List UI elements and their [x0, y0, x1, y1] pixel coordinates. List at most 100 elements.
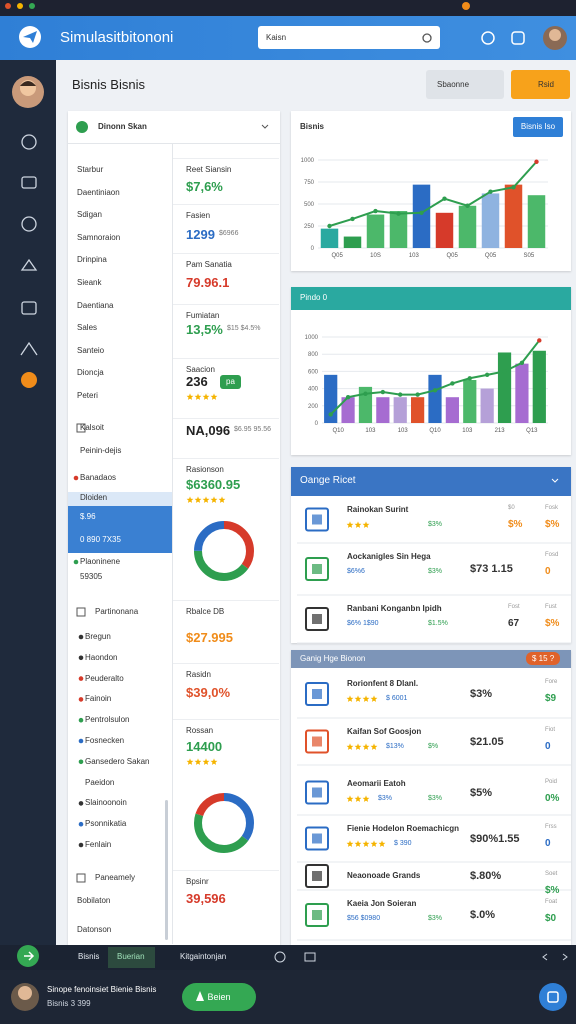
- menu-item: Daentiniaon: [77, 187, 120, 197]
- list-item: Peinin-dejis: [80, 446, 122, 455]
- stat-value: 39,596: [186, 891, 226, 906]
- list-header[interactable]: [291, 467, 571, 496]
- row-title: Rainokan Surint: [347, 505, 409, 514]
- menu-item: Peteri: [77, 391, 98, 400]
- chart-header: [291, 287, 571, 310]
- list-card: [291, 650, 571, 945]
- list-item: $.96: [80, 512, 96, 521]
- stat-label: Bpsinr: [186, 877, 209, 886]
- stat-value: NA,096: [186, 423, 231, 438]
- stat-value: 79.96.1: [186, 275, 230, 290]
- stat-value: 13,5%: [186, 322, 223, 337]
- list-item: Banadaos: [80, 473, 117, 482]
- button[interactable]: [426, 70, 504, 99]
- stat-value: 1299: [186, 227, 215, 242]
- menu-item: Sales: [77, 323, 98, 333]
- row-sub: $ 6001: [386, 695, 408, 702]
- row-sub: $3%: [378, 795, 393, 802]
- button[interactable]: [511, 70, 570, 99]
- stat-value: $7,6%: [186, 179, 223, 194]
- stat-sub: $6.95 95.56: [234, 426, 271, 433]
- row-sub: $ 390: [394, 840, 412, 847]
- row-sub: $13%: [386, 743, 404, 750]
- row-stat-label: $0: [508, 505, 515, 511]
- divider: [173, 204, 279, 205]
- tab: Kitgaintonjan: [180, 952, 227, 961]
- search-box[interactable]: [258, 26, 440, 49]
- divider: [173, 304, 279, 305]
- row-stat-label: Fust: [545, 604, 557, 610]
- list-item: Kalsoit: [80, 423, 105, 432]
- footer: [0, 970, 576, 1024]
- left-panel-title: Dinonn Skan: [98, 122, 147, 131]
- row-title: Fienie Hodelon Roemachicgn: [347, 824, 460, 833]
- row-stat-label: Fost: [508, 604, 520, 610]
- row-stat: 0: [545, 741, 551, 752]
- bottom-bar: [0, 945, 576, 970]
- row-title: Aeomarii Eatoh: [347, 779, 406, 788]
- chart-button[interactable]: Bisnis Iso: [513, 117, 563, 137]
- row-title: Aockanigles Sin Hega: [347, 552, 431, 561]
- row-stat: $%: [508, 519, 523, 530]
- stat-value: $27.995: [186, 630, 233, 645]
- list-item: Bobilaton: [77, 896, 111, 905]
- row-stat: $%: [545, 618, 560, 629]
- list-item: Fosnecken: [85, 736, 125, 745]
- row-amount: $90%1.55: [470, 832, 520, 845]
- list-item: Bregun: [85, 632, 111, 641]
- row-stat: $9: [545, 693, 557, 704]
- list-title: Ganig Hge Bionon: [300, 654, 366, 663]
- chart-title: Bisnis: [300, 122, 325, 131]
- list-item: Datonson: [77, 925, 112, 934]
- footer-sub: Bisnis 3 399: [47, 999, 91, 1008]
- divider: [173, 253, 279, 254]
- menu-item: Daentiana: [77, 300, 114, 310]
- row-stat-label: Frss: [545, 824, 557, 830]
- row-sub: $1.5%: [428, 620, 448, 627]
- row-title: Neaonoade Grands: [347, 871, 421, 880]
- list-item: Paeidon: [85, 777, 115, 787]
- row-stat-label: Fiot: [545, 727, 556, 733]
- list-item: 59305: [80, 572, 103, 581]
- row-sub: $56 $0980: [347, 915, 381, 922]
- row-stat: 0: [545, 838, 551, 849]
- row-title: Kaeia Jon Soieran: [347, 899, 417, 908]
- row-amount: $.0%: [470, 909, 496, 921]
- tab: Buerian: [117, 952, 145, 961]
- row-stat-label: Fosd: [545, 552, 559, 558]
- badge: pa: [220, 375, 241, 389]
- menu-item: Dioncja: [77, 368, 104, 378]
- list-item: Pentrolsulon: [85, 715, 130, 725]
- row-sub: $3%: [428, 521, 443, 528]
- footer-button[interactable]: Beien: [182, 983, 256, 1011]
- stat-value: $39,0%: [186, 685, 231, 700]
- list-item: Fainoin: [85, 694, 112, 704]
- row-stat-label: Poid: [545, 779, 558, 785]
- selection[interactable]: [68, 506, 172, 553]
- app-title: Simulasitbitononi: [60, 29, 174, 46]
- row-sub: $3%: [428, 795, 443, 802]
- stat-value: 236: [186, 374, 208, 389]
- list-item: Haondon: [85, 652, 118, 662]
- row-sub: $6%6: [347, 568, 365, 575]
- divider: [173, 358, 279, 359]
- row-stat: $%: [545, 885, 560, 896]
- row-amount: $21.05: [470, 735, 504, 748]
- chart-title: Pindo 0: [300, 293, 328, 302]
- stat-value: $6360.95: [186, 477, 241, 492]
- row-stat: 67: [508, 618, 520, 629]
- list-item: Fenlain: [85, 840, 112, 849]
- tab: Bisnis: [78, 952, 100, 961]
- titlebar: [0, 0, 576, 16]
- menu-item: Drinpina: [77, 255, 107, 265]
- button-label: Sbaonne: [437, 80, 470, 89]
- stat-label: Rbalce DB: [186, 607, 225, 616]
- list-item: Dloiden: [80, 493, 108, 502]
- list-title: Oange Ricet: [300, 475, 356, 486]
- divider: [173, 418, 279, 419]
- row-sub: $6% 1$90: [347, 620, 379, 627]
- menu-item: Samnoraion: [77, 232, 121, 242]
- stat-sub: $6966: [219, 230, 239, 237]
- row-amount: $3%: [470, 688, 493, 700]
